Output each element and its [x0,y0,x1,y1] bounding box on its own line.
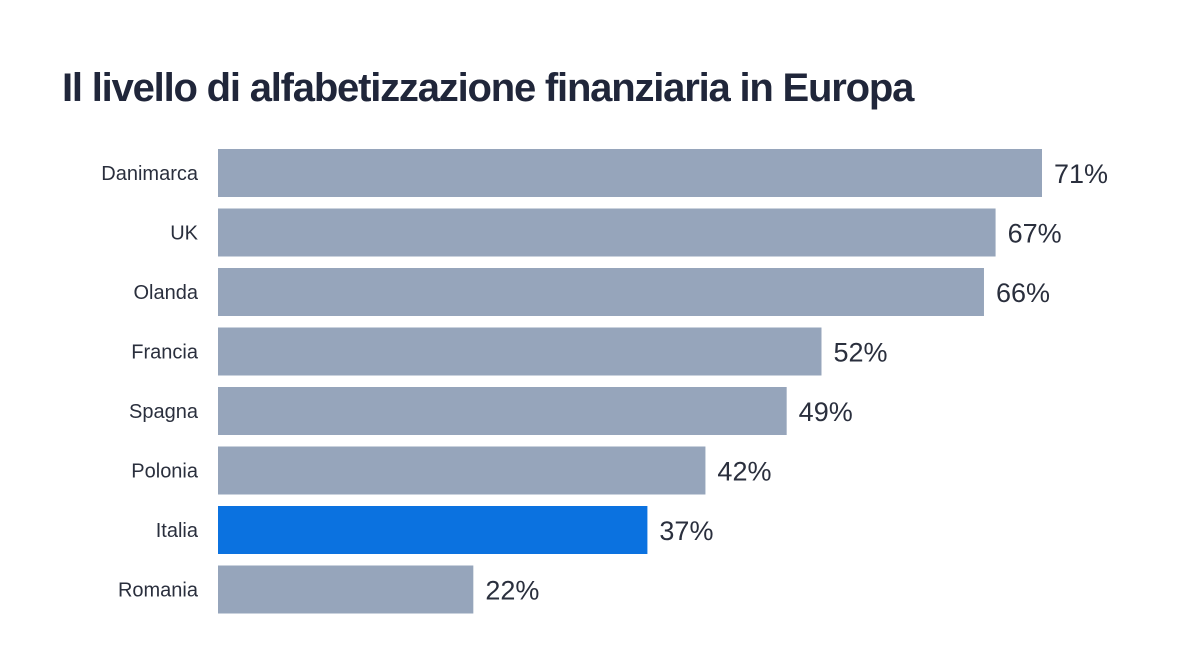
category-label-romania: Romania [118,580,199,602]
category-label-spagna: Spagna [129,401,199,423]
bar-danimarca [218,149,1042,197]
bar-polonia [218,446,706,495]
category-label-italia: Italia [156,520,199,542]
value-label-danimarca: 71% [1054,159,1108,189]
bar-italia [218,506,648,554]
category-label-danimarca: Danimarca [101,163,199,185]
bar-olanda [218,268,984,316]
category-label-polonia: Polonia [131,461,199,483]
bar-romania [218,565,474,614]
bar-spagna [218,387,787,435]
category-label-francia: Francia [131,342,199,364]
value-label-italia: 37% [659,516,713,546]
bars-layer [218,149,1042,614]
category-label-uk: UK [170,223,198,245]
bar-uk [218,208,996,257]
value-label-francia: 52% [833,338,887,368]
bar-francia [218,327,822,376]
value-label-uk: 67% [1008,219,1062,249]
value-label-romania: 22% [485,576,539,606]
chart-title: Il livello di alfabetizzazione finanziar… [62,66,914,110]
value-label-spagna: 49% [799,397,853,427]
value-label-olanda: 66% [996,278,1050,308]
labels-layer: Danimarca 71% UK 67% Olanda 66% Francia 52% Spag… [101,159,1108,606]
category-label-olanda: Olanda [134,282,199,304]
value-label-polonia: 42% [717,457,771,487]
